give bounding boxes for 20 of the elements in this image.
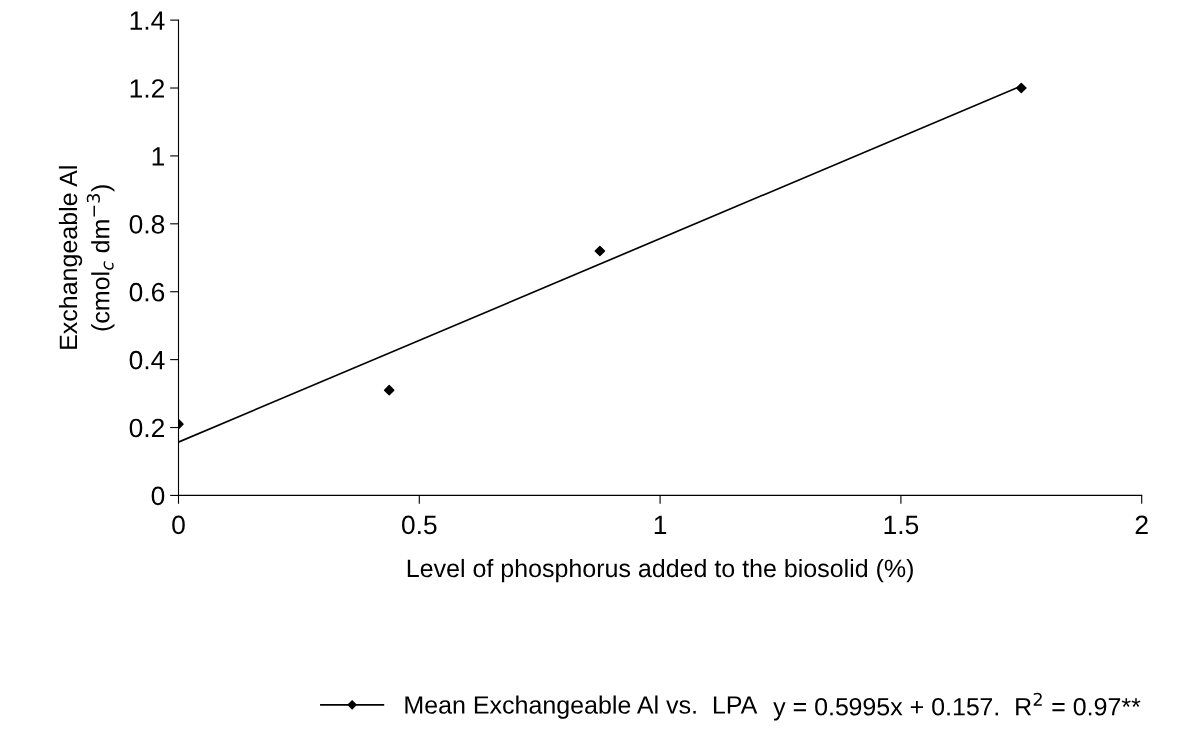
y-tick-label: 0.2 — [129, 418, 164, 438]
x-axis-title: Level of phosphorus added to the biosolid (%) — [407, 558, 913, 583]
x-tick-label: 2 — [1135, 515, 1148, 534]
x-tick-label: 1.5 — [884, 515, 919, 535]
point — [383, 384, 395, 396]
y-tick-label: 0.6 — [129, 282, 165, 302]
text: y = 0.5995x + 0.157. R$^{2}$ = 0.97** — [773, 692, 1141, 721]
point — [1015, 82, 1027, 94]
y-tick-label: 1.4 — [130, 11, 165, 30]
x-tick-label: 0.5 — [401, 515, 437, 535]
legend-label: Mean Exchangeable Al vs. LPA — [405, 695, 758, 719]
y-axis-title: Exchangeable Al (cmol$_{c}$ dm$^{−3}$) — [58, 166, 115, 349]
y-tick-label: 0.8 — [129, 214, 165, 234]
x-tick-label: 0 — [172, 515, 185, 535]
y-tick-label: 0 — [151, 486, 165, 506]
x-tick-label: 1 — [654, 515, 667, 534]
y-tick-label: 0.4 — [129, 350, 165, 370]
point — [594, 245, 606, 257]
y-tick-label: 1 — [152, 147, 165, 166]
y-tick-label: 1.2 — [130, 79, 164, 98]
